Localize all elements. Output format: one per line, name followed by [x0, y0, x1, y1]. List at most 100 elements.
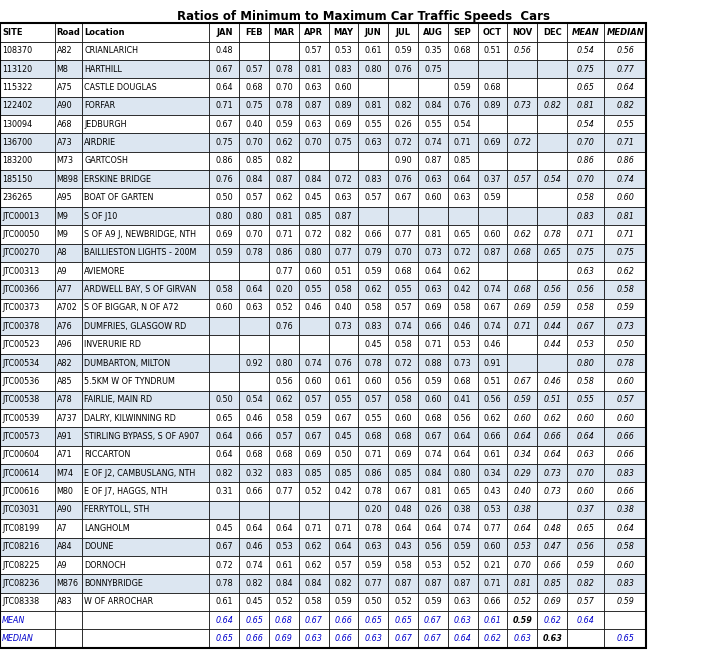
- Text: 0.34: 0.34: [513, 450, 531, 459]
- Bar: [418, 42, 448, 60]
- Text: 0.85: 0.85: [305, 469, 323, 478]
- Bar: [388, 299, 418, 317]
- Bar: [604, 299, 646, 317]
- Text: 0.68: 0.68: [394, 432, 412, 441]
- Text: 0.52: 0.52: [394, 598, 412, 606]
- Text: 0.71: 0.71: [334, 524, 353, 533]
- Text: 0.58: 0.58: [275, 414, 293, 422]
- Bar: [82, 629, 209, 648]
- Text: 0.82: 0.82: [616, 101, 634, 110]
- Text: 0.60: 0.60: [616, 561, 634, 570]
- Bar: [604, 225, 646, 244]
- Bar: [537, 188, 567, 207]
- Bar: [209, 280, 239, 299]
- Bar: [269, 611, 299, 629]
- Text: 0.56: 0.56: [616, 46, 634, 55]
- Text: 0.59: 0.59: [483, 193, 502, 202]
- Text: 0.66: 0.66: [616, 487, 634, 496]
- Text: 0.45: 0.45: [305, 193, 323, 202]
- Bar: [55, 23, 82, 42]
- Text: FORFAR: FORFAR: [84, 101, 116, 110]
- Bar: [209, 244, 239, 262]
- Text: 0.73: 0.73: [616, 322, 634, 330]
- Bar: [269, 354, 299, 372]
- Bar: [418, 611, 448, 629]
- Text: 0.87: 0.87: [394, 579, 412, 588]
- Text: 0.70: 0.70: [394, 249, 412, 257]
- Bar: [448, 409, 478, 427]
- Bar: [567, 317, 604, 335]
- Bar: [299, 464, 329, 483]
- Bar: [329, 225, 358, 244]
- Text: 0.67: 0.67: [305, 616, 323, 625]
- Text: 0.62: 0.62: [616, 266, 634, 276]
- Bar: [418, 501, 448, 519]
- Bar: [418, 391, 448, 409]
- Bar: [448, 483, 478, 501]
- Bar: [55, 593, 82, 611]
- Text: 0.86: 0.86: [577, 157, 595, 165]
- Bar: [418, 483, 448, 501]
- Text: 0.67: 0.67: [483, 303, 502, 313]
- Bar: [239, 593, 269, 611]
- Bar: [55, 134, 82, 152]
- Bar: [55, 391, 82, 409]
- Bar: [478, 170, 507, 188]
- Bar: [478, 427, 507, 446]
- Text: 0.67: 0.67: [305, 432, 323, 441]
- Bar: [329, 593, 358, 611]
- Text: 0.62: 0.62: [543, 414, 561, 422]
- Text: 0.73: 0.73: [454, 358, 472, 368]
- Bar: [537, 593, 567, 611]
- Text: JTC03031: JTC03031: [2, 506, 39, 514]
- Bar: [358, 280, 388, 299]
- Text: 0.62: 0.62: [483, 634, 502, 643]
- Text: 0.53: 0.53: [334, 46, 353, 55]
- Text: 0.66: 0.66: [364, 230, 382, 239]
- Text: CRIANLARICH: CRIANLARICH: [84, 46, 138, 55]
- Bar: [0, 60, 55, 78]
- Text: 0.59: 0.59: [543, 303, 561, 313]
- Text: 0.77: 0.77: [275, 487, 293, 496]
- Bar: [55, 611, 82, 629]
- Bar: [448, 335, 478, 354]
- Text: 0.69: 0.69: [543, 598, 561, 606]
- Text: JTC00313: JTC00313: [2, 266, 39, 276]
- Bar: [269, 170, 299, 188]
- Bar: [507, 188, 537, 207]
- Text: 0.59: 0.59: [305, 414, 323, 422]
- Text: 0.69: 0.69: [334, 120, 353, 129]
- Bar: [388, 611, 418, 629]
- Text: M9: M9: [57, 212, 69, 221]
- Bar: [55, 188, 82, 207]
- Text: 0.56: 0.56: [577, 285, 595, 294]
- Bar: [299, 225, 329, 244]
- Bar: [448, 446, 478, 464]
- Text: 0.57: 0.57: [394, 303, 412, 313]
- Text: 0.56: 0.56: [454, 414, 472, 422]
- Bar: [507, 556, 537, 574]
- Text: 0.29: 0.29: [513, 469, 531, 478]
- Bar: [604, 446, 646, 464]
- Bar: [82, 501, 209, 519]
- Text: 0.86: 0.86: [215, 157, 233, 165]
- Bar: [358, 170, 388, 188]
- Bar: [329, 574, 358, 593]
- Bar: [567, 299, 604, 317]
- Bar: [55, 280, 82, 299]
- Text: 0.76: 0.76: [394, 65, 412, 73]
- Text: 0.71: 0.71: [424, 340, 442, 349]
- Text: 0.76: 0.76: [215, 175, 233, 184]
- Bar: [604, 42, 646, 60]
- Bar: [209, 170, 239, 188]
- Text: MAY: MAY: [334, 28, 353, 37]
- Bar: [209, 391, 239, 409]
- Text: 0.83: 0.83: [334, 65, 353, 73]
- Text: 0.55: 0.55: [616, 120, 634, 129]
- Text: 0.69: 0.69: [275, 634, 293, 643]
- Text: 0.60: 0.60: [394, 414, 412, 422]
- Text: 0.60: 0.60: [483, 542, 502, 551]
- Bar: [604, 280, 646, 299]
- Text: 0.63: 0.63: [305, 120, 323, 129]
- Bar: [358, 446, 388, 464]
